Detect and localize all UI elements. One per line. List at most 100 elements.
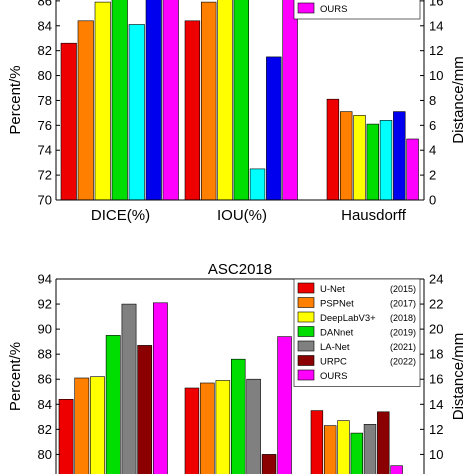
bar-u-net-2: [310, 410, 324, 474]
right-tick-label: 2: [429, 168, 436, 183]
legend-swatch: [297, 369, 315, 381]
y2-axis-label: Distance/mm: [450, 56, 467, 144]
bar-series-2-2: [353, 115, 366, 201]
bar-ours-1: [282, 0, 298, 201]
bar-u-net-1: [184, 387, 200, 474]
legend-label: LA-Net: [320, 342, 350, 353]
left-tick-label: 72: [38, 168, 52, 183]
legend-label: DANnet: [320, 328, 354, 339]
bar-series-1-2: [339, 111, 353, 201]
bottom-chart-panel: 78 80 82 84 86 88 90 92 94 8 10 12 14 16 18 20 22 24 Perce…: [7, 261, 467, 474]
right-tick-label: 8: [429, 93, 436, 108]
bar-ours-0: [153, 302, 168, 474]
top-chart-panel: 70 72 74 76 78 80 82 84 86 0 2 4 6 8 10 12 14 16 Percent/%…: [7, 0, 467, 224]
right-tick-label: 12: [429, 422, 443, 437]
bar-u-net-0: [58, 398, 74, 474]
bar-dannet-0: [105, 335, 121, 474]
bar-series-0-2: [326, 98, 340, 201]
legend: ATMC(2022)OURS: [293, 0, 421, 20]
bar-ours-2: [390, 465, 403, 474]
left-tick-label: 80: [38, 447, 52, 462]
legend-swatch: [297, 311, 315, 323]
legend-label: OURS: [320, 4, 347, 15]
left-tick-label: 84: [38, 397, 52, 412]
right-tick-label: 6: [429, 118, 436, 133]
bar-urpc-0: [137, 345, 153, 474]
left-tick-label: 86: [38, 372, 52, 387]
bar-series-1-0: [77, 20, 94, 201]
legend-swatch: [297, 340, 315, 352]
right-tick-label: 18: [429, 347, 443, 362]
category-label: IOU(%): [217, 207, 267, 224]
left-tick-label: 88: [38, 347, 52, 362]
y-axis-label: Percent/%: [7, 65, 24, 134]
bar-deeplabv3--1: [215, 380, 231, 474]
right-tick-label: 4: [429, 143, 436, 158]
legend: U-Net (2015) PSPNet (2017) DeepLabV3+ (2018) D…: [293, 278, 421, 387]
right-tick-label: 10: [429, 68, 443, 83]
bar-series-4-2: [379, 120, 393, 201]
right-tick-label: 22: [429, 297, 443, 312]
left-tick-label: 90: [38, 322, 52, 337]
right-tick-label: 20: [429, 322, 443, 337]
right-tick-label: 14: [429, 397, 443, 412]
bar-la-net-0: [121, 303, 137, 474]
legend-swatch: [297, 282, 315, 294]
left-tick-label: 78: [38, 93, 52, 108]
left-tick-label: 94: [38, 272, 52, 287]
bar-deeplabv3--0: [90, 376, 105, 474]
chart-title: ASC2018: [208, 261, 272, 278]
bar-pspnet-2: [323, 425, 337, 474]
left-tick-label: 84: [38, 18, 52, 33]
bar-series-0-1: [184, 20, 201, 201]
bar-la-net-2: [363, 423, 377, 474]
bar-dannet-2: [350, 432, 363, 474]
right-tick-label: 14: [429, 18, 443, 33]
right-tick-label: 8: [429, 472, 436, 474]
left-tick-label: 82: [38, 422, 52, 437]
bar-dannet-1: [231, 358, 246, 474]
bar-atmc-1: [266, 56, 282, 201]
bar-ours-1: [277, 336, 292, 474]
left-tick-label: 74: [38, 143, 52, 158]
legend-swatch: [297, 355, 315, 366]
legend-year: (2018): [390, 313, 416, 323]
bar-series-3-2: [366, 123, 379, 201]
bar-pspnet-0: [74, 377, 90, 474]
bar-la-net-1: [246, 378, 261, 474]
right-tick-label: 24: [429, 272, 443, 287]
left-tick-label: 76: [38, 118, 52, 133]
bar-ours-0: [162, 0, 179, 201]
right-tick-label: 16: [429, 0, 443, 8]
right-tick-label: 12: [429, 43, 443, 58]
legend-year: (2019): [390, 328, 416, 338]
legend-label: ATMC: [320, 0, 346, 1]
left-tick-label: 70: [38, 193, 52, 208]
bar-series-0-0: [60, 42, 77, 201]
legend-year: (2021): [390, 342, 416, 352]
bar-ours-2: [406, 138, 419, 201]
legend-label: OURS: [320, 371, 347, 382]
bar-urpc-2: [377, 411, 390, 474]
legend-label: PSPNet: [320, 299, 354, 310]
legend-year: (2022): [390, 357, 416, 367]
right-tick-label: 10: [429, 447, 443, 462]
legend-label: DeepLabV3+: [320, 313, 376, 324]
bar-series-2-1: [217, 0, 233, 201]
legend-box: [293, 278, 421, 387]
legend-swatch: [297, 326, 315, 337]
y2-axis-label: Distance/mm: [450, 333, 467, 421]
bar-atmc-0: [145, 0, 162, 201]
legend-box: [293, 0, 421, 20]
y-axis-label: Percent/%: [7, 342, 24, 411]
bar-series-1-1: [201, 1, 217, 201]
left-tick-label: 82: [38, 43, 52, 58]
bar-series-2-0: [94, 1, 111, 201]
bar-deeplabv3--2: [337, 420, 350, 474]
legend-swatch: [297, 2, 315, 14]
bar-urpc-1: [261, 454, 277, 474]
left-tick-label: 80: [38, 68, 52, 83]
left-tick-label: 86: [38, 0, 52, 8]
bar-series-4-0: [128, 24, 145, 201]
legend-year: (2015): [390, 284, 416, 294]
